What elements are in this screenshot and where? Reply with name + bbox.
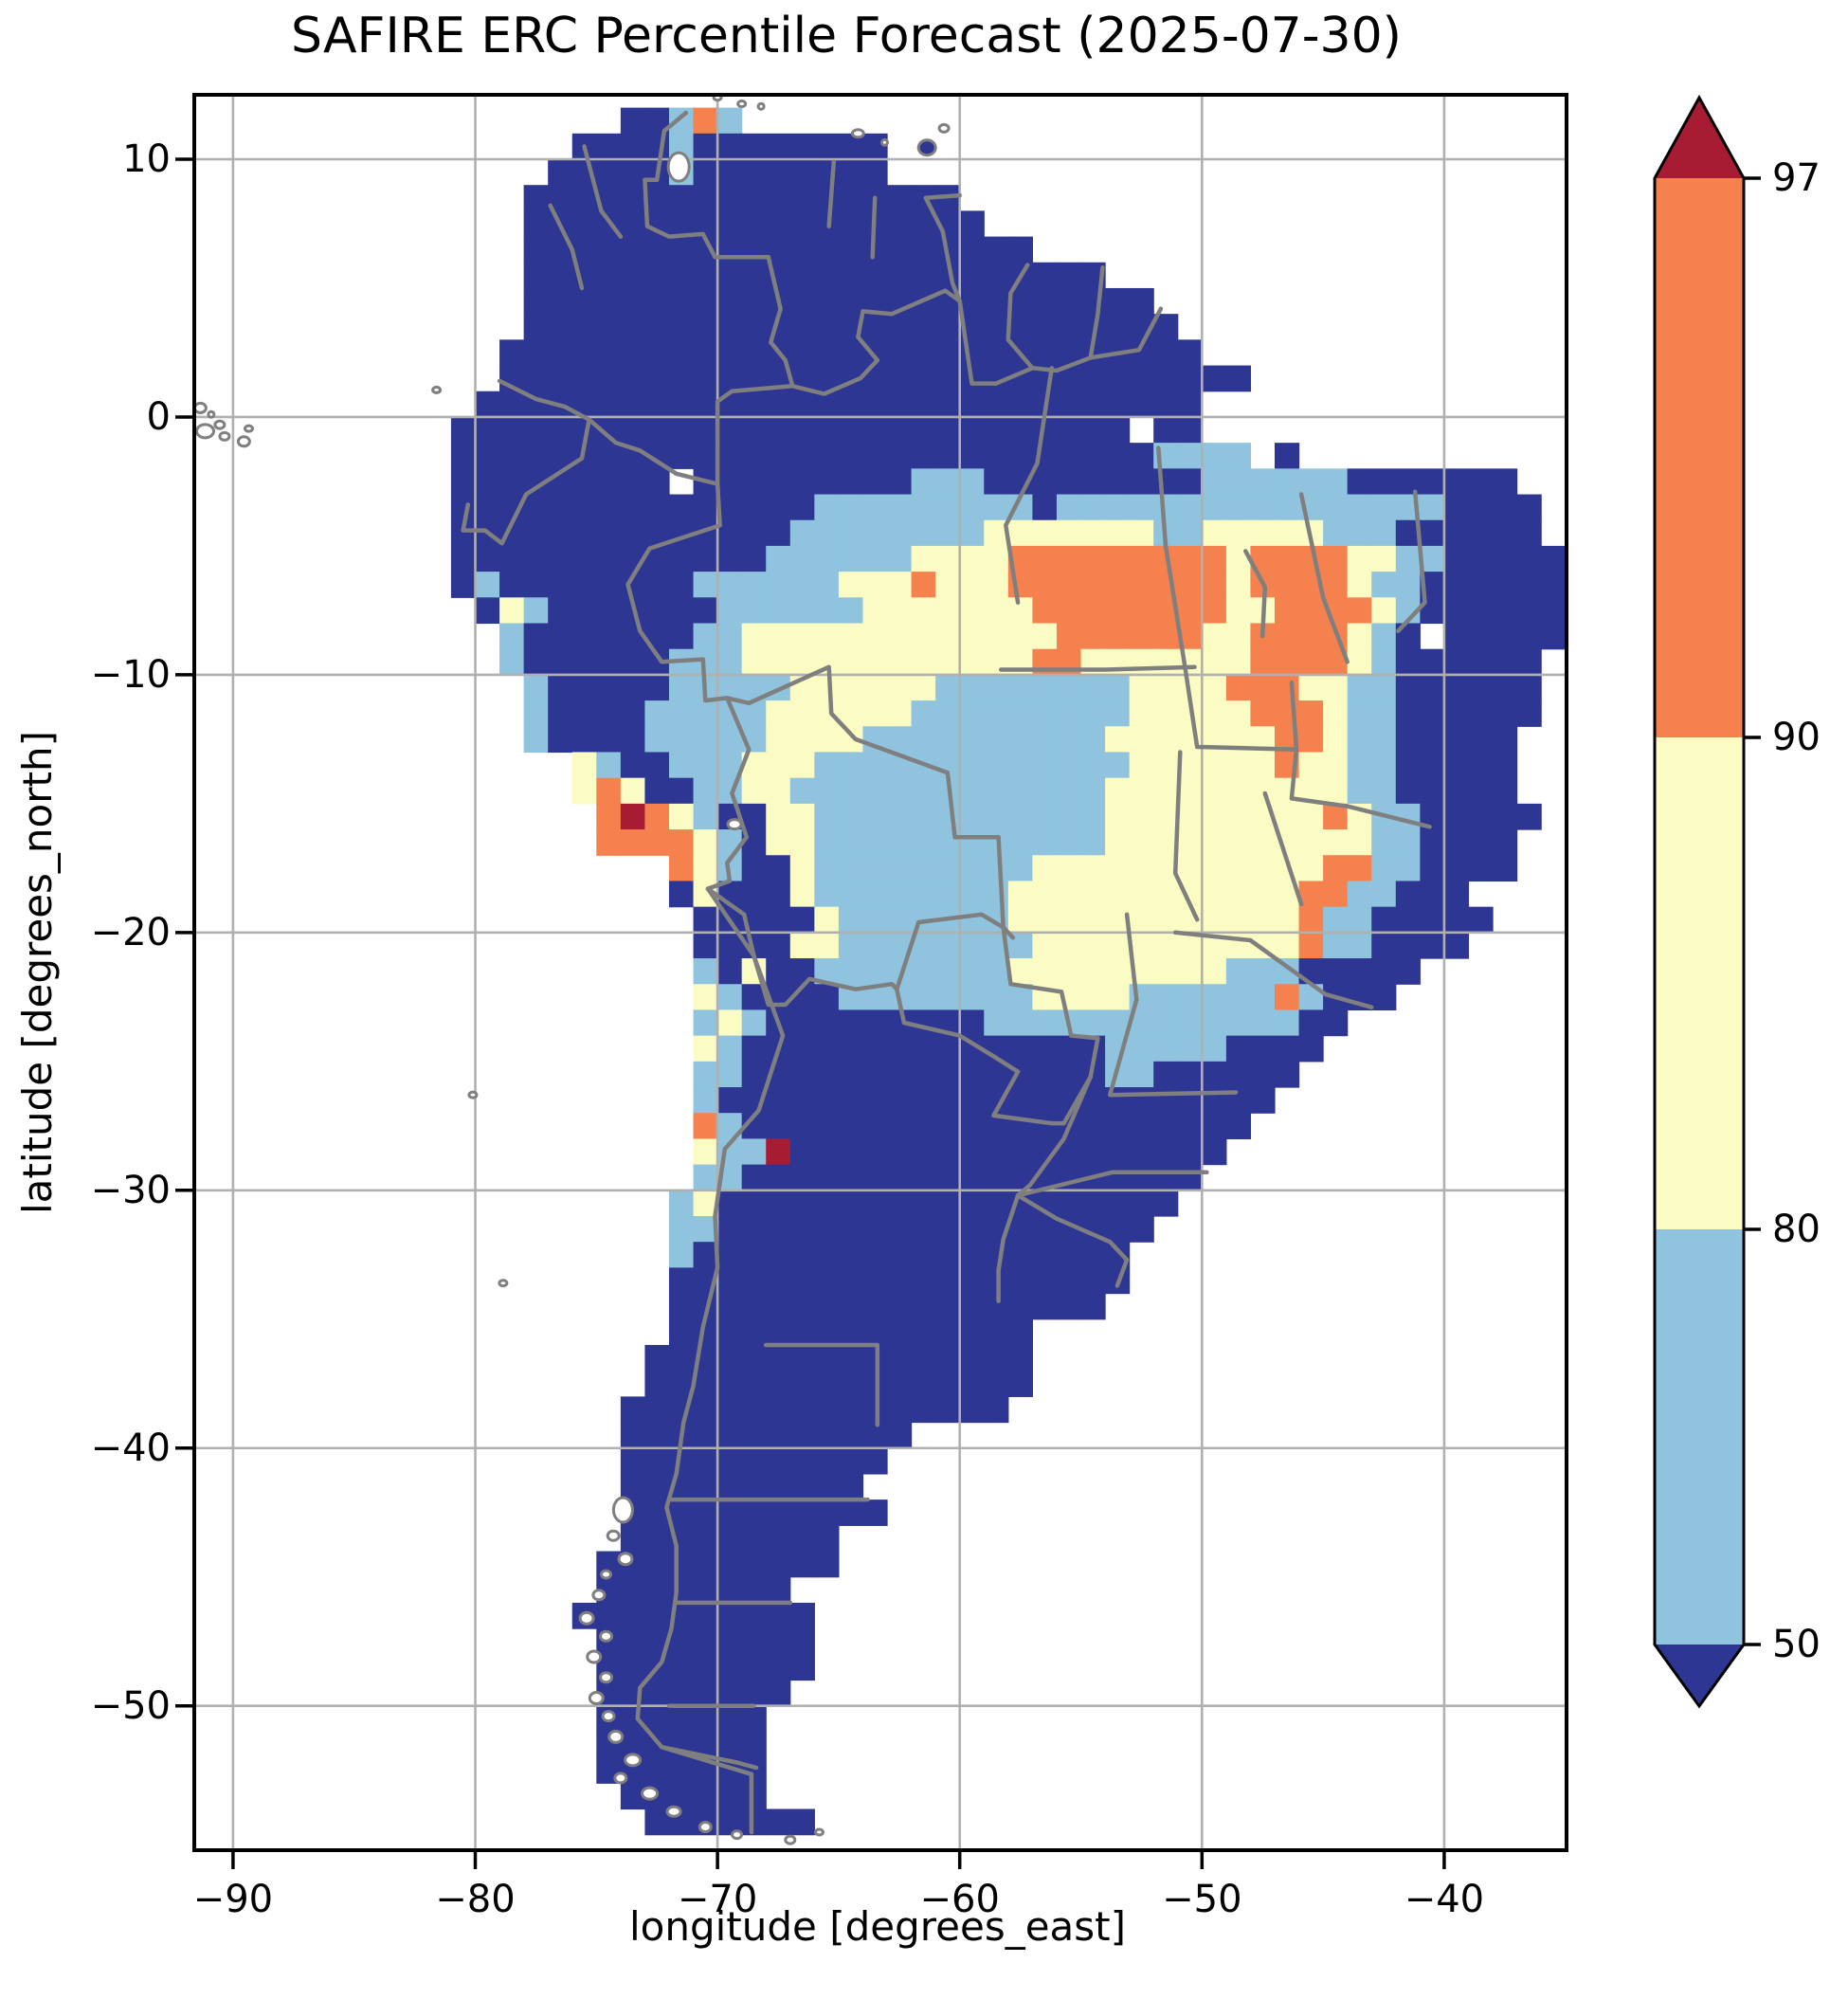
x-tick-label: −50 [1162, 1878, 1242, 1921]
y-axis-label: latitude [degrees_north] [14, 731, 61, 1214]
y-tick-label: 10 [122, 136, 171, 181]
x-tick-label: −60 [919, 1878, 1000, 1921]
colorbar-tick-label: 50 [1772, 1623, 1821, 1666]
x-axis-label: longitude [degrees_east] [628, 1903, 1127, 1950]
x-tick-label: −90 [192, 1878, 274, 1921]
country-borders [461, 110, 1432, 1835]
axis-ticks [175, 157, 1446, 1869]
gridlines [194, 95, 1567, 1850]
plot-frame [192, 93, 1568, 1852]
colorbar [1653, 94, 1761, 1709]
y-tick-label: 0 [146, 394, 171, 439]
x-tick-label: −80 [435, 1878, 516, 1921]
y-tick-label: −20 [90, 910, 171, 954]
y-tick-label: −40 [90, 1426, 171, 1470]
x-tick-label: −70 [677, 1878, 758, 1921]
y-tick-label: −10 [90, 652, 171, 697]
x-tick-label: −40 [1404, 1878, 1485, 1921]
islands [194, 95, 951, 1845]
y-tick-label: −50 [90, 1683, 171, 1728]
y-tick-label: −30 [90, 1168, 171, 1212]
colorbar-tick-label: 97 [1772, 156, 1821, 200]
colorbar-tick-label: 90 [1772, 716, 1821, 759]
page-title: SAFIRE ERC Percentile Forecast (2025-07-… [291, 8, 1402, 64]
colorbar-tick-label: 80 [1772, 1208, 1821, 1251]
percentile-raster [450, 107, 1567, 1836]
